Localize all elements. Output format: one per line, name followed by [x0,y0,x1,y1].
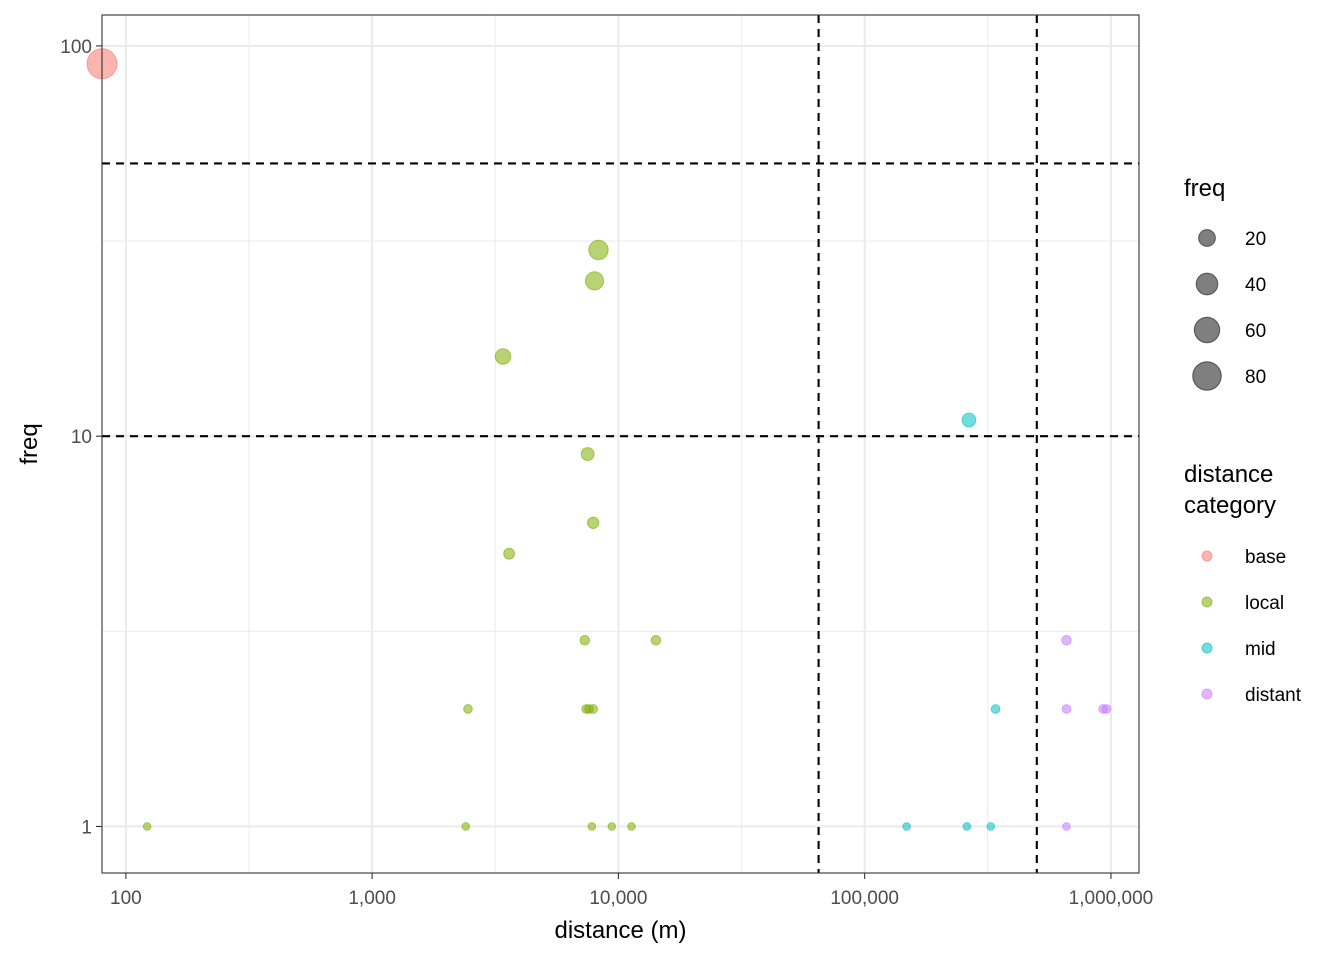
data-point-local [588,239,609,261]
data-point-local [607,822,617,831]
x-tick-label: 1,000 [348,888,396,909]
size-legend-label: 80 [1245,367,1266,388]
size-legend-label: 40 [1245,275,1266,296]
size-legend-key [1192,361,1222,391]
data-point-distant [1061,704,1072,714]
data-point-local [627,822,636,831]
size-legend-title: freq [1184,175,1225,202]
size-legend-key [1193,316,1221,344]
size-legend-key [1195,272,1219,296]
data-point-local [586,516,600,529]
data-point-local [463,704,473,714]
color-legend-key-mid [1201,642,1213,654]
data-point-mid [902,822,911,831]
data-point-mid [990,704,1001,714]
color-legend-title-line-1: distance [1184,461,1273,488]
x-tick-label: 10,000 [589,888,647,909]
size-legend-label: 60 [1245,321,1266,342]
data-point-local [580,447,595,461]
color-legend-key-base [1201,550,1213,562]
data-point-local [587,822,597,831]
color-legend-label: distant [1245,685,1302,706]
data-point-mid [962,822,972,831]
size-legend-key [1198,229,1216,247]
data-point-distant [1061,635,1072,646]
y-tick-label: 1 [81,817,92,838]
minor-gridlines [102,15,1139,873]
data-points [86,48,1112,831]
panel-border [101,14,1140,874]
color-legend-label: base [1245,547,1286,568]
data-point-local [584,271,605,291]
data-point-local [494,348,512,365]
color-legend-label: mid [1245,639,1276,660]
y-axis-title: freq [16,423,43,464]
color-legend-title-line-2: category [1184,492,1276,519]
data-point-local [503,547,516,560]
x-tick-label: 1,000,000 [1069,888,1154,909]
size-legend: freq 20 40 60 80 [1184,175,1266,391]
data-point-local [142,822,152,831]
panel-background [102,15,1139,873]
size-legend-label: 20 [1245,229,1266,250]
x-axis: 100 1,000 10,000 100,000 1,000,000 [110,873,1153,909]
color-legend-key-local [1201,596,1213,608]
data-point-local [461,822,471,831]
color-legend: distance category base local mid distant [1184,461,1302,706]
color-legend-label: local [1245,593,1284,614]
x-axis-title: distance (m) [554,917,686,944]
y-axis: 1 10 100 [60,37,102,838]
data-point-local [650,635,662,646]
data-point-mid [961,412,977,428]
data-point-distant [1101,704,1112,714]
data-point-local [588,704,599,714]
y-tick-label: 10 [71,427,92,448]
x-tick-label: 100,000 [830,888,899,909]
y-tick-label: 100 [60,37,92,58]
data-point-local [579,635,591,646]
data-point-distant [1062,822,1071,831]
plot-panel [86,14,1140,874]
data-point-mid [986,822,996,831]
reference-lines [102,15,1139,873]
color-legend-key-distant [1201,688,1213,700]
x-tick-label: 100 [110,888,142,909]
